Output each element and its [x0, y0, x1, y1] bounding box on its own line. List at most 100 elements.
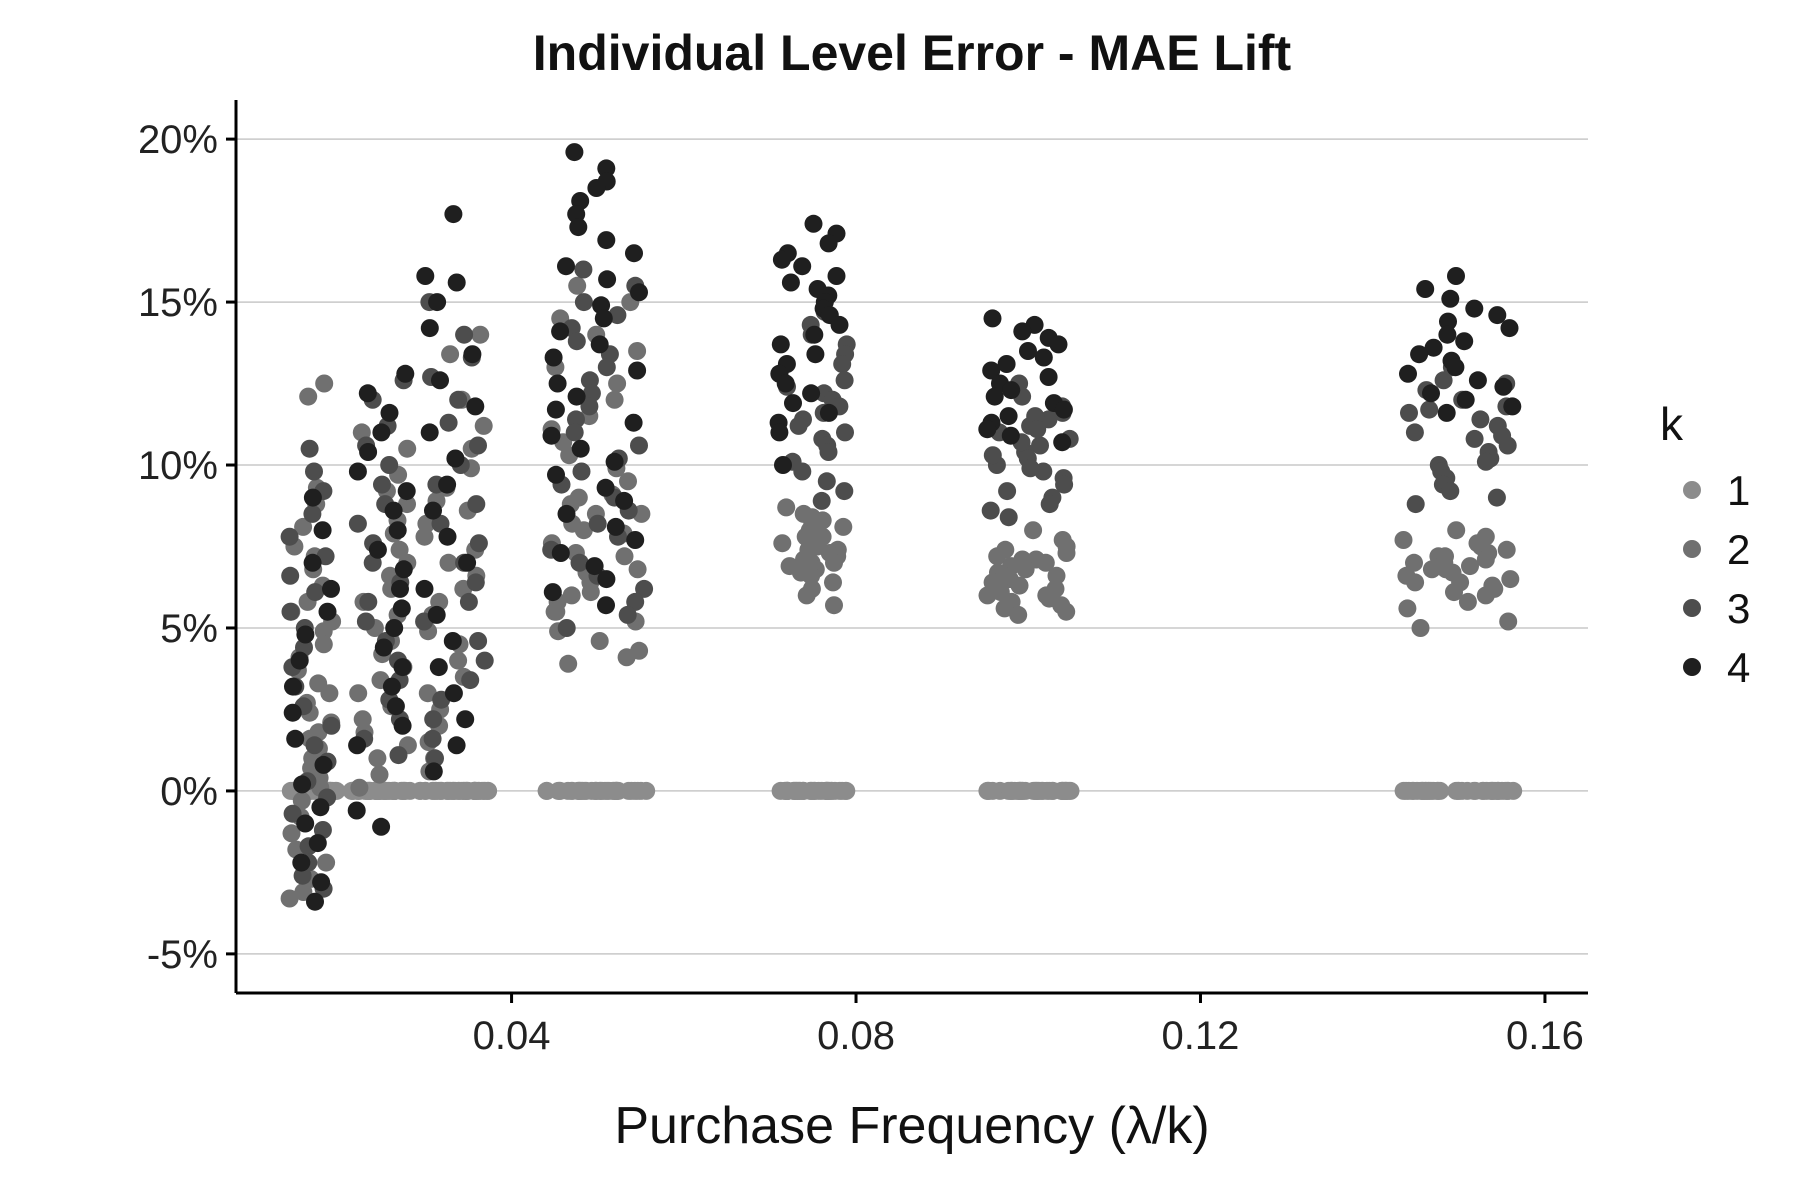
data-point-k3	[424, 710, 443, 729]
data-point-k3	[281, 602, 300, 621]
data-point-k4	[804, 214, 823, 233]
data-point-k3	[597, 358, 616, 377]
data-point-k4	[1439, 312, 1457, 331]
data-point-k4	[358, 384, 377, 403]
data-point-k3	[1405, 423, 1424, 442]
data-point-k1	[577, 781, 596, 800]
data-point-k4	[544, 348, 563, 367]
data-point-k2	[1405, 553, 1423, 572]
data-point-k2	[398, 495, 416, 514]
data-point-k3	[455, 325, 474, 344]
data-point-k4	[596, 478, 615, 497]
data-point-k4	[774, 456, 792, 474]
data-point-k2	[608, 374, 627, 393]
data-point-k2	[617, 648, 636, 667]
data-point-k4	[548, 374, 567, 393]
data-point-k2	[797, 586, 816, 605]
data-point-k3	[618, 605, 637, 624]
data-point-k4	[284, 677, 302, 696]
data-point-k4	[438, 475, 457, 494]
data-point-k4	[1503, 397, 1522, 416]
data-point-k2	[995, 599, 1014, 618]
data-point-k3	[423, 729, 442, 748]
data-point-k4	[447, 273, 466, 292]
data-point-k4	[543, 583, 562, 602]
data-point-k4	[424, 762, 443, 781]
data-point-k4	[466, 397, 485, 416]
data-point-k4	[311, 798, 330, 817]
data-point-k2	[315, 374, 334, 393]
data-point-k3	[426, 749, 444, 768]
data-point-k1	[1403, 781, 1422, 800]
data-point-k3	[359, 592, 378, 611]
data-point-k2	[471, 325, 490, 344]
data-point-k2	[474, 416, 493, 435]
gridlines	[236, 138, 1588, 955]
x-tick-label: 0.04	[473, 1014, 551, 1058]
data-point-k4	[420, 319, 439, 338]
data-point-k3	[475, 651, 494, 670]
y-tick-label: -5%	[147, 933, 218, 977]
data-point-k4	[1455, 332, 1474, 351]
data-point-k4	[771, 335, 790, 354]
data-point-k2	[1458, 592, 1477, 611]
data-point-k4	[598, 270, 617, 289]
data-point-k3	[459, 592, 478, 611]
data-point-k2	[1435, 553, 1454, 572]
data-point-k4	[605, 452, 624, 471]
data-point-k3	[306, 583, 325, 602]
data-point-k4	[784, 394, 802, 413]
data-point-k3	[373, 475, 391, 494]
data-point-k3	[1487, 488, 1506, 507]
data-point-k3	[999, 508, 1018, 527]
data-point-k2	[1394, 531, 1413, 549]
data-point-k4	[547, 465, 565, 484]
data-point-k3	[466, 573, 485, 592]
data-point-k2	[317, 853, 336, 872]
data-point-k4	[314, 755, 333, 774]
data-point-k2	[439, 553, 458, 572]
x-tick-label: 0.12	[1162, 1014, 1240, 1058]
legend-label-4: 4	[1727, 644, 1750, 691]
data-point-k4	[308, 834, 327, 853]
data-point-k4	[983, 309, 1002, 328]
legend-key-1	[1683, 481, 1701, 499]
data-point-k4	[348, 736, 367, 755]
data-point-k2	[628, 342, 647, 360]
data-point-k2	[292, 791, 311, 810]
data-point-k3	[567, 410, 585, 429]
data-point-k4	[546, 400, 565, 419]
data-point-k4	[557, 257, 575, 276]
data-point-k1	[599, 781, 618, 800]
data-point-k2	[574, 521, 593, 540]
data-point-k3	[1434, 371, 1453, 390]
data-point-k2	[370, 765, 389, 784]
data-point-k4	[1500, 319, 1519, 338]
data-point-k3	[580, 397, 599, 416]
data-point-k4	[999, 407, 1018, 426]
data-point-k3	[789, 416, 808, 435]
data-point-k1	[411, 781, 429, 800]
data-point-k4	[391, 579, 409, 598]
y-tick-label: 20%	[138, 118, 218, 162]
data-point-k3	[467, 495, 486, 514]
data-point-k4	[1416, 280, 1435, 298]
data-point-k2	[825, 553, 843, 572]
data-point-k3	[567, 332, 586, 351]
legend-label-1: 1	[1727, 467, 1750, 514]
data-point-k2	[314, 622, 333, 641]
data-point-k4	[306, 892, 324, 911]
chart-title: Individual Level Error - MAE Lift	[533, 25, 1292, 81]
data-point-k2	[824, 573, 842, 592]
data-point-k3	[469, 632, 488, 650]
data-point-k4	[569, 218, 588, 237]
data-point-k2	[562, 586, 581, 605]
data-point-k2	[368, 749, 387, 768]
data-point-k1	[1483, 781, 1502, 800]
data-point-k4	[396, 364, 415, 383]
data-point-k1	[1458, 781, 1477, 800]
data-point-k1	[479, 781, 498, 800]
data-points	[280, 143, 1523, 911]
data-point-k4	[1494, 377, 1513, 396]
